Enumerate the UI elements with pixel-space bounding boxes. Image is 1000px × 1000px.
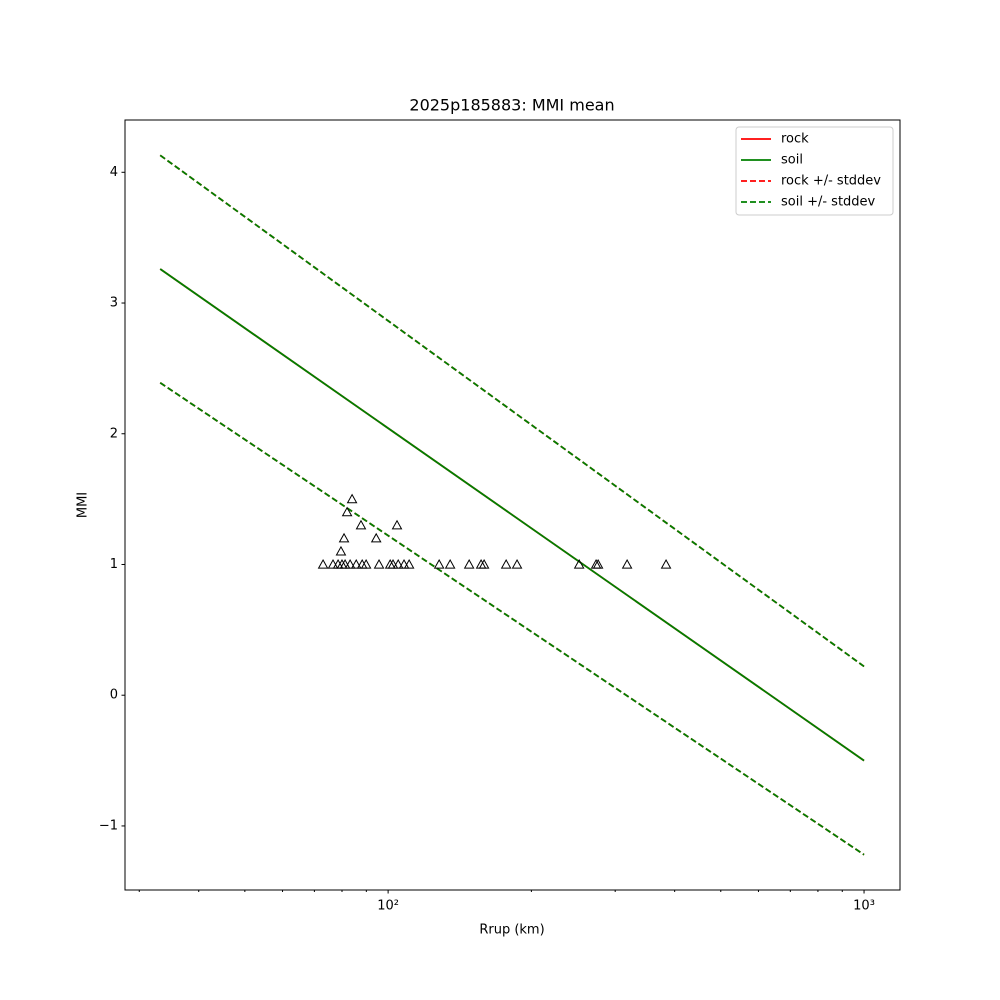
x-axis-label: Rrup (km) [479,923,544,938]
observation-marker [398,558,410,569]
observation-marker [592,558,604,569]
y-tick-label: 3 [110,296,118,311]
observation-marker [373,558,385,569]
observation-marker [463,558,475,569]
observation-marker [392,558,404,569]
observation-marker [338,532,350,543]
y-tick-label: −1 [99,818,118,833]
observation-marker [341,506,353,517]
observation-marker [433,558,445,569]
y-axis-label: MMI [76,492,91,518]
legend-label: rock +/- stddev [781,174,881,189]
line [159,154,865,668]
observation-marker [621,558,633,569]
observation-marker [350,558,362,569]
x-tick-label: 10³ [853,899,875,914]
observation-marker [478,558,490,569]
y-tick-label: 0 [110,688,118,703]
observation-marker [403,558,415,569]
observation-marker [370,532,382,543]
legend-label: soil [781,153,803,168]
observation-marker [660,558,672,569]
observation-marker [391,519,403,530]
observation-marker [335,545,347,556]
observation-marker [317,558,329,569]
observation-marker [444,558,456,569]
line [159,382,865,856]
observation-marker [511,558,523,569]
observation-marker [387,558,399,569]
observation-marker [360,558,372,569]
legend-label: soil +/- stddev [781,195,876,210]
y-tick-label: 4 [110,165,118,180]
line [159,268,865,762]
observation-marker [500,558,512,569]
legend: rock soil rock +/- stddev soil +/- stddev [735,126,894,216]
observation-marker [355,519,367,530]
observation-marker [573,558,585,569]
legend-label: rock [781,132,809,147]
observation-marker [344,558,356,569]
chart-title: 2025p185883: MMI mean [409,96,614,115]
plot-frame [124,119,901,891]
observation-marker [346,493,358,504]
x-tick-label: 10² [377,899,399,914]
legend-box [735,126,894,216]
y-tick-label: 1 [110,557,118,572]
y-tick-label: 2 [110,426,118,441]
